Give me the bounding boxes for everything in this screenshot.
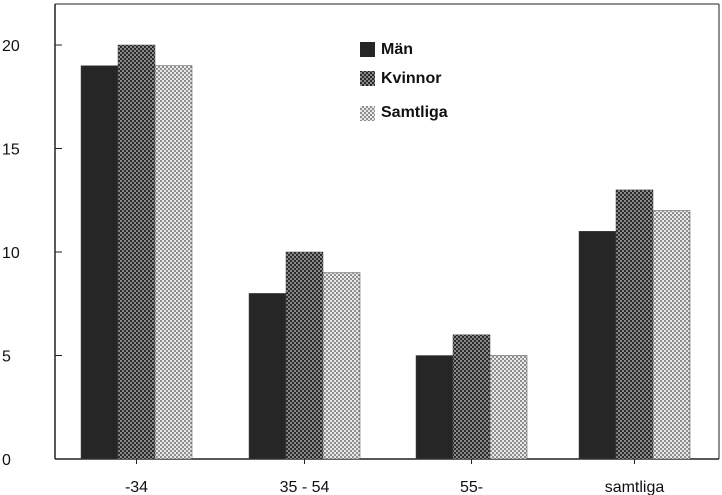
y-tick-group: 0 5 10 15 20	[2, 38, 62, 469]
legend-label-kvinnor: Kvinnor	[381, 70, 441, 87]
bar-män-2	[415, 355, 454, 460]
x-tick-label-group: -34 35 - 54 55- samtliga	[125, 459, 664, 495]
bar-kvinnor-0	[117, 44, 156, 460]
bar-män-1	[248, 293, 287, 460]
x-tick-label: 55-	[460, 479, 483, 495]
bar-samtliga-3	[652, 210, 691, 460]
legend-swatch-kvinnor	[360, 71, 375, 86]
legend-label-samtliga: Samtliga	[381, 104, 448, 121]
y-tick-label: 0	[2, 452, 11, 469]
legend-swatch-samtliga	[360, 106, 375, 121]
legend-swatch-man	[360, 42, 375, 57]
y-tick-label: 5	[2, 349, 11, 366]
legend-label-man: Män	[381, 41, 413, 58]
bar-kvinnor-2	[452, 334, 491, 460]
bar-män-0	[80, 65, 119, 460]
x-tick-label: -34	[125, 479, 148, 495]
bar-samtliga-0	[154, 65, 193, 460]
bar-group	[80, 44, 691, 460]
bar-kvinnor-1	[285, 251, 324, 460]
y-tick-label: 20	[2, 38, 20, 55]
y-tick-label: 15	[2, 142, 20, 159]
y-tick-label: 10	[2, 245, 20, 262]
bar-kvinnor-3	[615, 189, 654, 460]
x-tick-label: samtliga	[605, 479, 665, 495]
bar-män-3	[578, 231, 617, 460]
legend: Män Kvinnor Samtliga	[360, 41, 448, 121]
bar-samtliga-1	[322, 272, 361, 460]
x-tick-label: 35 - 54	[280, 479, 330, 495]
bar-samtliga-2	[489, 355, 528, 460]
